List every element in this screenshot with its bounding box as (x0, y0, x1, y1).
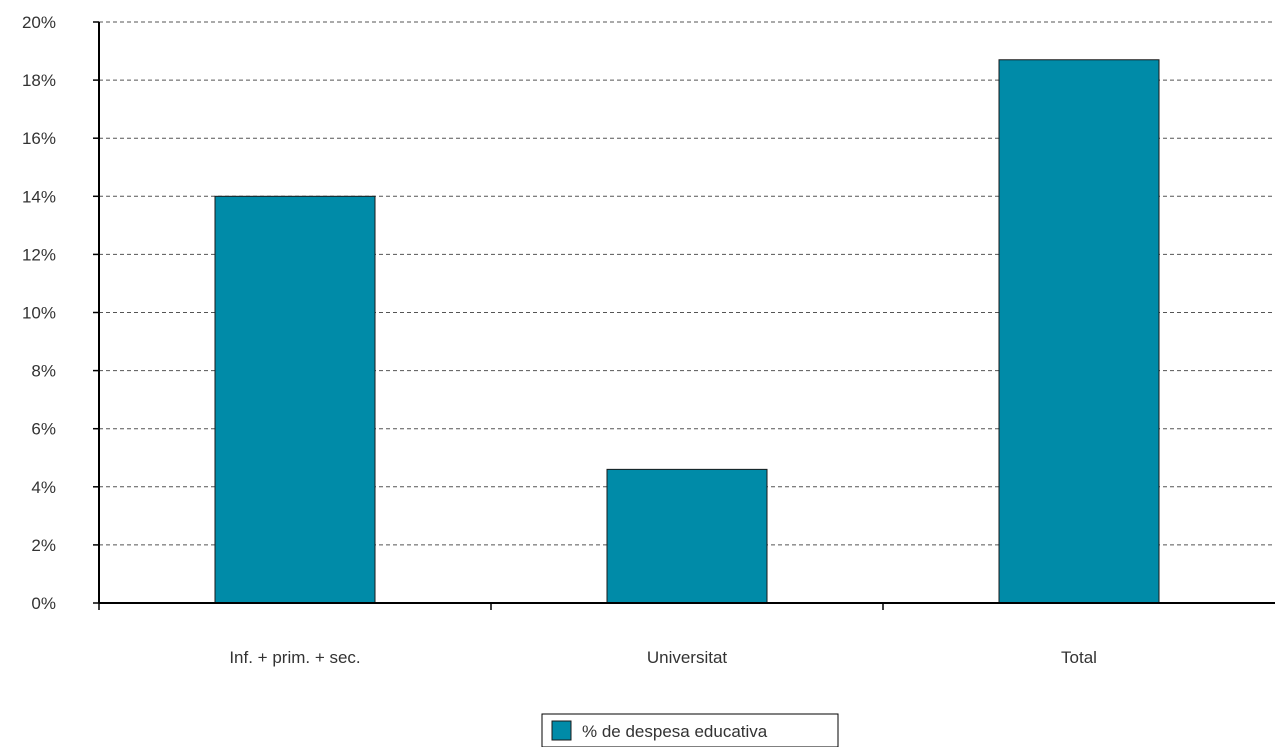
legend-swatch (551, 720, 572, 741)
y-tick-label: 14% (22, 187, 56, 206)
y-tick-label: 4% (31, 478, 56, 497)
axes (93, 21, 1275, 610)
x-tick-label: Universitat (647, 648, 728, 667)
bar (214, 195, 376, 604)
legend: % de despesa educativa (541, 713, 839, 747)
y-tick-label: 0% (31, 594, 56, 613)
y-tick-label: 8% (31, 362, 56, 381)
y-tick-label: 20% (22, 13, 56, 32)
y-tick-label: 10% (22, 304, 56, 323)
bar (998, 59, 1160, 604)
y-tick-label: 2% (31, 536, 56, 555)
x-tick-label: Inf. + prim. + sec. (229, 648, 360, 667)
bar (606, 468, 768, 604)
y-tick-label: 6% (31, 420, 56, 439)
bars (214, 59, 1160, 604)
y-tick-label: 18% (22, 71, 56, 90)
x-tick-labels: Inf. + prim. + sec. Universitat Total (229, 648, 1097, 667)
legend-box (541, 713, 839, 747)
y-tick-label: 16% (22, 129, 56, 148)
legend-label: % de despesa educativa (582, 722, 768, 741)
x-tick-label: Total (1061, 648, 1097, 667)
y-tick-labels: 0% 2% 4% 6% 8% 10% 12% 14% 16% 18% 20% (22, 13, 56, 613)
y-tick-label: 12% (22, 245, 56, 264)
